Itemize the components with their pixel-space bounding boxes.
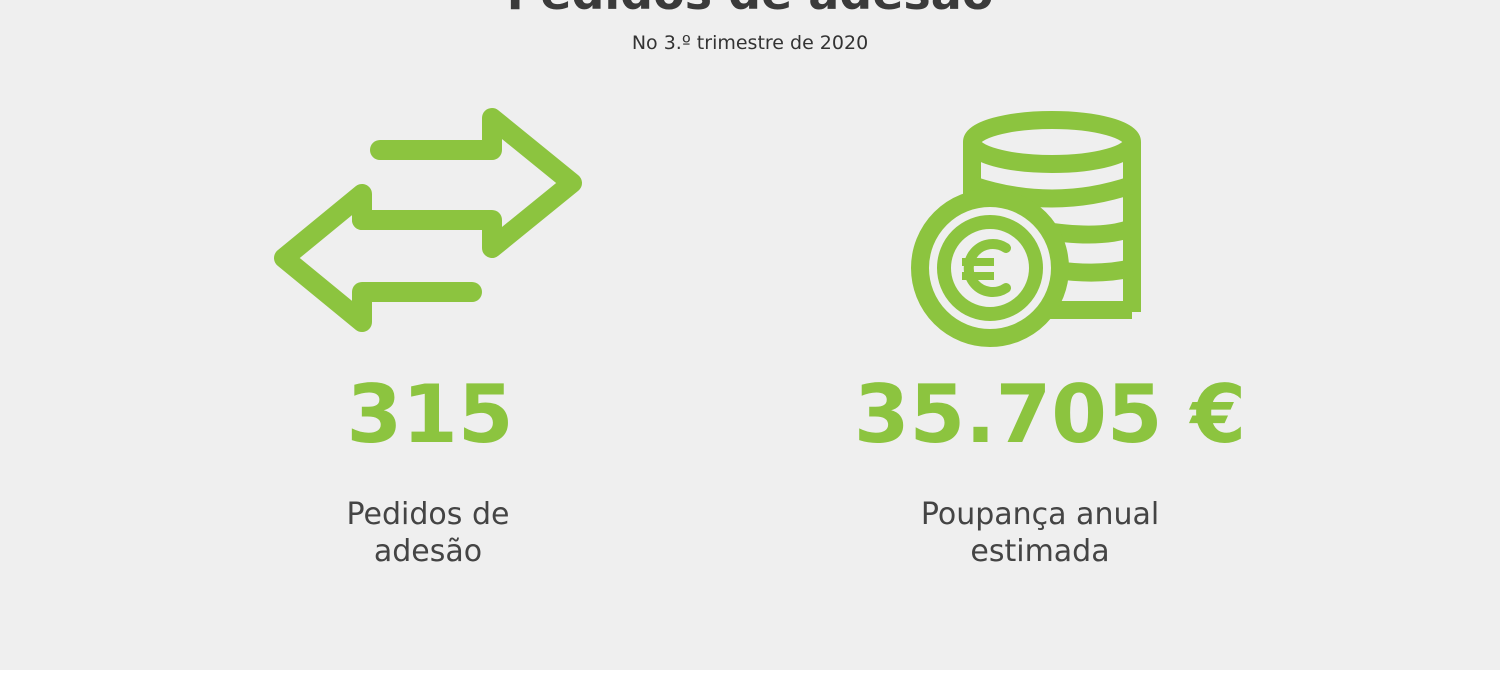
section-subtitle: No 3.º trimestre de 2020 <box>631 32 869 54</box>
coins-icon <box>911 111 1141 347</box>
stat-value: 35.705 € <box>853 368 1247 461</box>
stat-label: Pedidos de adesão <box>346 497 510 569</box>
section-title: Pedidos de adesão <box>0 0 1500 20</box>
stats-section: Pedidos de adesão No 3.º trimestre de 20… <box>0 0 1500 670</box>
icons <box>274 108 1141 347</box>
stat-value: 315 <box>346 368 514 461</box>
stat-label: Poupança anual estimada <box>920 497 1160 569</box>
arrows-icon <box>274 108 582 332</box>
